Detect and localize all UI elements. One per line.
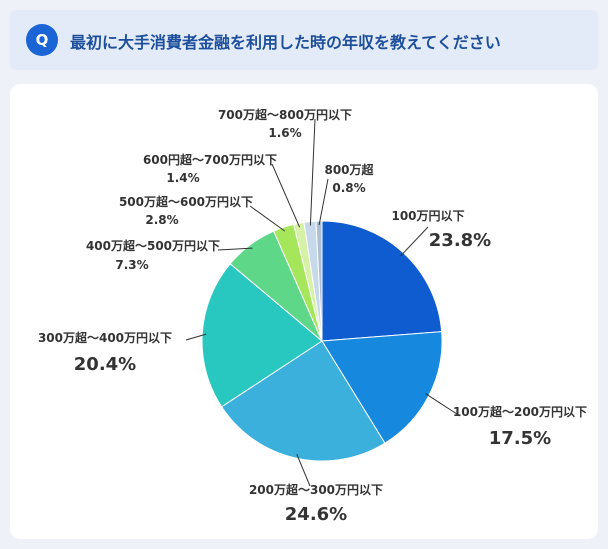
value-label: 1.6%	[268, 126, 301, 140]
category-label: 100万超～200万円以下	[453, 404, 587, 419]
pie-slice	[220, 340, 386, 462]
value-label: 23.8%	[429, 230, 491, 251]
question-badge: Q	[26, 24, 58, 56]
leader-line	[296, 454, 311, 487]
category-label: 500万超～600万円以下	[119, 194, 253, 209]
leader-line	[318, 178, 329, 226]
question-bar: Q 最初に大手消費者金融を利用した時の年収を教えてください	[10, 10, 598, 70]
value-label: 2.8%	[145, 213, 178, 227]
value-label: 20.4%	[74, 354, 136, 375]
category-label: 700万超～800万円以下	[218, 107, 352, 122]
leader-line	[271, 163, 301, 228]
value-label: 24.6%	[285, 504, 347, 525]
pie-slice	[321, 220, 443, 342]
leader-line	[217, 247, 253, 251]
category-label: 400万超～500万円以下	[86, 238, 220, 253]
pie-slice	[315, 220, 323, 342]
value-label: 7.3%	[115, 258, 148, 272]
pie-chart: 100万円以下 23.8% 100万超～200万円以下 17.5% 200万超～300万…	[38, 107, 587, 525]
category-label: 300万超～400万円以下	[38, 330, 172, 345]
category-label: 600円超～700万円以下	[143, 152, 277, 167]
value-label: 0.8%	[332, 181, 365, 195]
category-label: 100万円以下	[391, 209, 464, 223]
chart-card: 100万円以下 23.8% 100万超～200万円以下 17.5% 200万超～300万…	[10, 84, 598, 539]
value-label: 1.4%	[166, 171, 199, 185]
category-label: 800万超	[324, 162, 374, 177]
leader-line	[425, 393, 461, 417]
leader-line	[249, 205, 286, 232]
leader-line	[185, 333, 207, 341]
question-text: 最初に大手消費者金融を利用した時の年収を教えてください	[70, 33, 501, 52]
value-label: 17.5%	[489, 428, 551, 449]
leader-line	[309, 118, 316, 226]
leader-line	[400, 226, 429, 257]
category-label: 200万超～300万円以下	[249, 482, 383, 497]
pie-slice	[201, 263, 323, 408]
